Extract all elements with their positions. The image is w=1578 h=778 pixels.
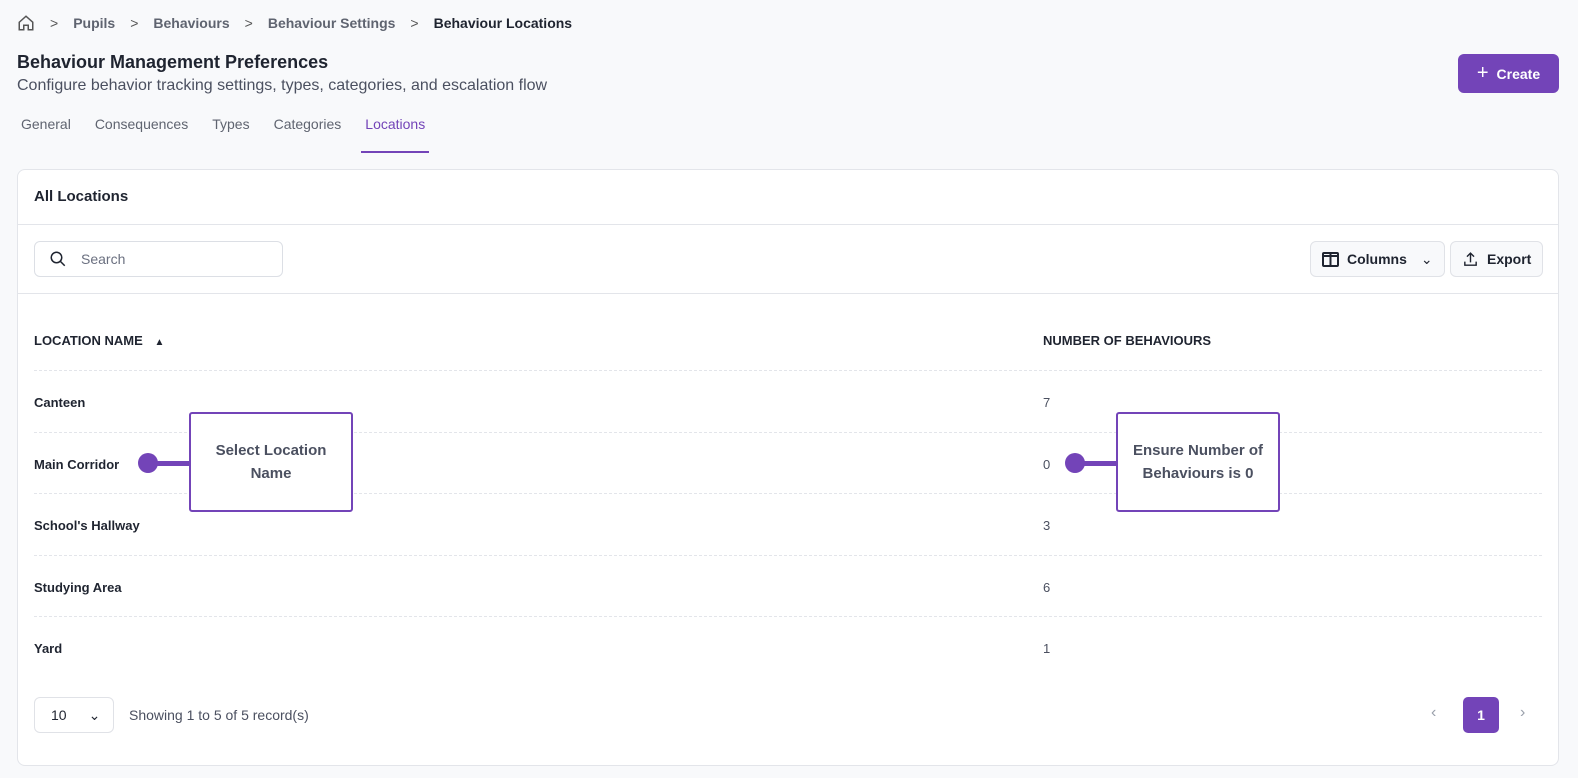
annotation-dot — [1065, 453, 1085, 473]
chevron-down-icon: ⌄ — [1420, 250, 1433, 267]
breadcrumb-behaviour-settings[interactable]: Behaviour Settings — [267, 15, 396, 31]
divider — [18, 293, 1558, 294]
annotation-connector — [150, 461, 192, 466]
location-name[interactable]: Studying Area — [34, 579, 122, 595]
breadcrumb-pupils[interactable]: Pupils — [73, 15, 116, 31]
plus-icon: + — [1476, 62, 1489, 84]
columns-button[interactable]: Columns ⌄ — [1310, 241, 1445, 277]
page-subtitle: Configure behavior tracking settings, ty… — [17, 77, 548, 94]
column-header-location-name[interactable]: LOCATION NAME ▲ — [34, 333, 164, 348]
tab-locations[interactable]: Locations — [361, 116, 430, 153]
next-page-icon[interactable]: › — [1520, 704, 1526, 721]
prev-page-icon[interactable]: ‹ — [1431, 704, 1437, 721]
search-input[interactable]: Search — [34, 241, 283, 277]
page-size-value: 10 — [51, 707, 67, 723]
export-label: Export — [1487, 251, 1532, 267]
records-info: Showing 1 to 5 of 5 record(s) — [129, 707, 309, 723]
home-icon[interactable] — [17, 14, 35, 32]
page-size-select[interactable]: 10 ⌄ — [34, 697, 114, 733]
card-title: All Locations — [18, 170, 1558, 225]
header-label: LOCATION NAME — [34, 333, 143, 348]
behaviour-count: 0 — [1043, 456, 1051, 472]
columns-icon — [1322, 251, 1339, 267]
page-1-button[interactable]: 1 — [1463, 697, 1499, 733]
tabs: General Consequences Types Categories Lo… — [17, 116, 445, 153]
behaviour-count: 6 — [1043, 579, 1051, 595]
annotation-text: Ensure Number of Behaviours is 0 — [1132, 442, 1264, 482]
search-placeholder: Search — [81, 251, 126, 267]
export-button[interactable]: Export — [1450, 241, 1544, 277]
breadcrumb-current: Behaviour Locations — [433, 15, 573, 31]
location-name[interactable]: Canteen — [34, 395, 86, 410]
chevron-right-icon: > — [244, 15, 253, 31]
table-row[interactable]: School's Hallway 3 — [34, 493, 1542, 555]
location-name[interactable]: School's Hallway — [34, 518, 140, 533]
page-title: Behaviour Management Preferences — [17, 52, 329, 72]
table-row[interactable]: Main Corridor 0 — [34, 431, 1542, 494]
behaviour-count: 7 — [1043, 395, 1051, 410]
tab-consequences[interactable]: Consequences — [94, 116, 189, 132]
annotation-connector — [1077, 461, 1119, 466]
chevron-right-icon: > — [130, 15, 139, 31]
create-label: Create — [1496, 65, 1541, 82]
behaviour-count: 3 — [1043, 518, 1051, 533]
tab-categories[interactable]: Categories — [273, 116, 342, 132]
breadcrumb-behaviours[interactable]: Behaviours — [153, 15, 230, 31]
chevron-down-icon: ⌄ — [88, 706, 101, 723]
annotation-ensure-zero: Ensure Number of Behaviours is 0 — [1116, 412, 1280, 512]
table-row[interactable]: Canteen 7 — [34, 370, 1542, 432]
annotation-text: Select Location Name — [215, 442, 327, 482]
column-header-number-of-behaviours[interactable]: NUMBER OF BEHAVIOURS — [1043, 333, 1212, 348]
table-row[interactable]: Studying Area 6 — [34, 554, 1542, 617]
sort-ascending-icon: ▲ — [154, 337, 165, 348]
annotation-select-location: Select Location Name — [189, 412, 353, 512]
create-button[interactable]: + Create — [1458, 54, 1559, 93]
location-name[interactable]: Yard — [34, 641, 63, 656]
search-icon — [50, 251, 66, 267]
breadcrumb: > Pupils > Behaviours > Behaviour Settin… — [17, 12, 572, 34]
tab-types[interactable]: Types — [212, 116, 250, 132]
upload-icon — [1464, 251, 1477, 266]
tab-general[interactable]: General — [21, 116, 71, 132]
behaviour-count: 1 — [1043, 641, 1051, 656]
chevron-right-icon: > — [50, 15, 59, 31]
location-name[interactable]: Main Corridor — [34, 456, 120, 472]
table-row[interactable]: Yard 1 — [34, 616, 1542, 678]
columns-label: Columns — [1347, 251, 1407, 267]
annotation-dot — [138, 453, 158, 473]
chevron-right-icon: > — [410, 15, 419, 31]
